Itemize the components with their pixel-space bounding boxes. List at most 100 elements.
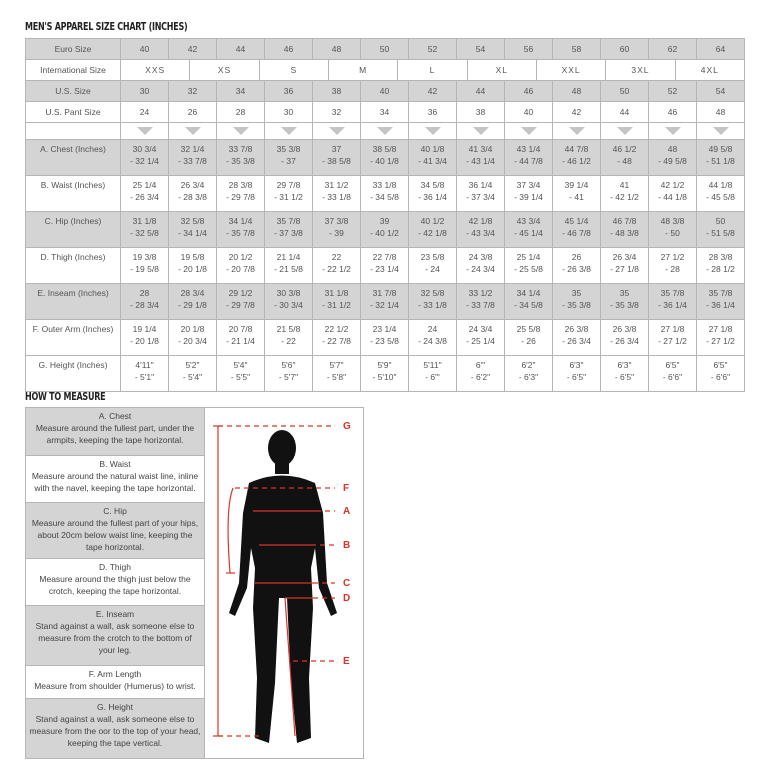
measurement-cell: 26 3/4 - 27 1/8 (600, 247, 649, 284)
range-end: - 25 1/4 (466, 336, 495, 346)
range-end: - 35 7/8 (226, 228, 255, 238)
range-end: - 49 5/8 (658, 156, 687, 166)
measurement-cell: 30 3/4 - 32 1/4 (120, 139, 169, 176)
measurement-cell: 19 3/8 - 19 5/8 (120, 247, 169, 284)
us-pant-size-cell: 30 (264, 101, 313, 123)
international-size-cell: S (258, 60, 328, 80)
range-start: 50 (715, 216, 726, 226)
range-start: 30 3/8 (276, 288, 301, 298)
range-end: - 39 (329, 228, 344, 238)
measurement-label: B. Waist (Inches) (25, 175, 121, 212)
measurement-cell: 31 1/8 - 31 1/2 (312, 283, 361, 320)
range-start: 24 3/4 (468, 324, 493, 334)
measure-item: A. Chest Measure around the fullest part,… (26, 408, 204, 456)
range-start: 29 1/2 (228, 288, 253, 298)
range-end: - 21 1/4 (226, 336, 255, 346)
measure-item-text: Measure around the fullest part, under t… (35, 423, 195, 445)
measurement-row: E. Inseam (Inches) 28 - 28 3/4 28 3/4 - 29 1… (25, 283, 745, 320)
range-start: 48 (667, 144, 678, 154)
range-end: - 33 7/8 (178, 156, 207, 166)
range-start: 37 3/8 (324, 216, 349, 226)
range-end: - 6'6" (710, 372, 731, 382)
range-end: - 51 1/8 (706, 156, 735, 166)
range-end: - 46 7/8 (562, 228, 591, 238)
range-end: - 51 5/8 (706, 228, 735, 238)
range-end: - 5'8" (326, 372, 347, 382)
international-size-cell: XS (189, 60, 258, 80)
measurement-cell: 46 1/2 - 48 (600, 139, 649, 176)
measure-item: D. Thigh Measure around the thigh just be… (26, 559, 204, 606)
range-start: 27 1/8 (708, 324, 733, 334)
international-size-cell: M (327, 60, 397, 80)
measurement-cell: 23 1/4 - 23 5/8 (360, 319, 409, 356)
measurement-cell: 27 1/8 - 27 1/2 (696, 319, 745, 356)
range-end: - 30 3/4 (274, 300, 303, 310)
range-start: 23 1/4 (372, 324, 397, 334)
triangle-down-icon (424, 127, 441, 135)
euro-size-label: Euro Size (25, 38, 121, 60)
range-start: 33 7/8 (228, 144, 253, 154)
measurement-cell: 28 3/8 - 28 1/2 (696, 247, 745, 284)
euro-size-cell: 46 (264, 38, 313, 60)
measurement-cell: 24 - 24 3/8 (408, 319, 457, 356)
range-end: - 24 3/8 (418, 336, 447, 346)
range-end: - 41 3/4 (418, 156, 447, 166)
range-end: - 32 1/4 (130, 156, 159, 166)
range-end: - 31 1/2 (274, 192, 303, 202)
us-size-cell: 36 (264, 80, 313, 102)
international-size-cell: 4XL (674, 60, 744, 80)
range-start: 35 7/8 (660, 288, 685, 298)
us-pant-size-cell: 34 (360, 101, 409, 123)
range-start: 19 1/4 (132, 324, 157, 334)
range-start: 38 5/8 (372, 144, 397, 154)
euro-size-cell: 54 (456, 38, 505, 60)
range-end: - 22 1/2 (322, 264, 351, 274)
range-end: - 26 3/8 (562, 264, 591, 274)
range-end: - 20 7/8 (226, 264, 255, 274)
size-chart-table: Euro Size 40 42 44 46 48 50 52 54 56 58 60 62 64 Inter… (25, 38, 745, 392)
measurement-cell: 6'5" - 6'6" (648, 355, 697, 392)
international-size-cells: XXS XS S M L XL XXL 3XL 4XL (121, 60, 744, 80)
measurement-cell: 37 3/8 - 39 (312, 211, 361, 248)
measure-item-text: Stand against a wall, ask someone else t… (29, 714, 201, 748)
range-end: - 35 3/8 (226, 156, 255, 166)
range-start: 20 7/8 (228, 324, 253, 334)
range-end: - 36 1/4 (418, 192, 447, 202)
figure-label: E (343, 656, 350, 667)
range-start: 25 1/4 (516, 252, 541, 262)
us-size-cell: 48 (552, 80, 601, 102)
triangle-down-icon (232, 127, 249, 135)
measurement-label: E. Inseam (Inches) (25, 283, 121, 320)
measure-item-title: A. Chest (98, 411, 132, 421)
range-start: 46 7/8 (612, 216, 637, 226)
measure-item-title: D. Thigh (99, 562, 131, 572)
triangle-down-icon (184, 127, 201, 135)
measurement-cell: 28 - 28 3/4 (120, 283, 169, 320)
range-end: - 26 (521, 336, 536, 346)
us-pant-size-cell: 24 (120, 101, 169, 123)
measurement-cell: 28 3/8 - 29 7/8 (216, 175, 265, 212)
figure-label: D (343, 593, 350, 604)
measurement-row: C. Hip (Inches) 31 1/8 - 32 5/8 32 5/8 - 34 … (25, 211, 745, 248)
us-size-cell: 44 (456, 80, 505, 102)
range-end: - 22 (281, 336, 296, 346)
measurement-row: A. Chest (Inches) 30 3/4 - 32 1/4 32 1/4 - 3… (25, 139, 745, 176)
range-start: 35 7/8 (708, 288, 733, 298)
measurement-cell: 6'2" - 6'3" (504, 355, 553, 392)
range-start: 26 3/8 (564, 324, 589, 334)
measurement-cell: 39 - 40 1/2 (360, 211, 409, 248)
us-pant-size-row: U.S. Pant Size 24 26 28 30 32 34 36 38 40 42 44 46 48 (25, 101, 745, 123)
range-start: 24 3/8 (468, 252, 493, 262)
range-start: 22 (331, 252, 342, 262)
measurement-cell: 5'9" - 5'10" (360, 355, 409, 392)
measure-item: B. Waist Measure around the natural waist… (26, 456, 204, 503)
measurement-cell: 35 7/8 - 36 1/4 (648, 283, 697, 320)
measurement-cell: 28 3/4 - 29 1/8 (168, 283, 217, 320)
us-pant-size-cell: 44 (600, 101, 649, 123)
measurement-cell: 25 1/4 - 26 3/4 (120, 175, 169, 212)
measurement-cell: 39 1/4 - 41 (552, 175, 601, 212)
euro-size-cell: 62 (648, 38, 697, 60)
measurement-cell: 46 7/8 - 48 3/8 (600, 211, 649, 248)
us-pant-size-cell: 40 (504, 101, 553, 123)
